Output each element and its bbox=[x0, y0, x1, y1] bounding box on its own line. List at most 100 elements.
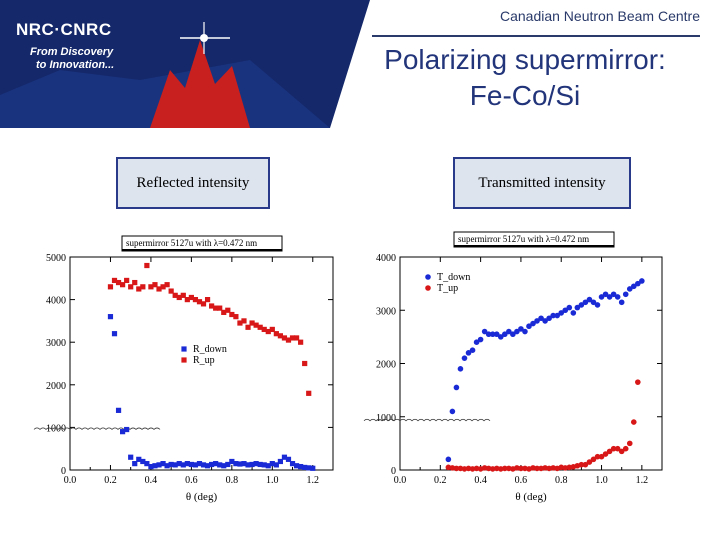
chart-1-y-tick-label: 4000 bbox=[376, 253, 396, 264]
chart-1-point-t-down bbox=[598, 294, 605, 300]
chart-1-point-t-down bbox=[614, 294, 621, 300]
chart-1-point-t-up bbox=[622, 445, 629, 452]
maple-leaf-icon bbox=[150, 40, 250, 128]
chart-1-point-t-down bbox=[473, 339, 480, 346]
chart-1-point-t-down bbox=[606, 294, 613, 300]
chart-1-point-t-up bbox=[626, 440, 633, 447]
chart-1-y-tick-label: 3000 bbox=[376, 306, 396, 317]
chart-0-x-axis-label: θ (deg) bbox=[186, 491, 218, 503]
chart-0-point-r-up bbox=[184, 297, 190, 303]
chart-0-point-r-down bbox=[257, 461, 263, 468]
chart-0-point-r-up bbox=[225, 307, 231, 313]
chart-0-legend-marker bbox=[181, 346, 187, 352]
chart-1-point-t-up bbox=[586, 459, 593, 465]
chart-1-legend-label: T_down bbox=[437, 272, 470, 283]
nrc-logo: NRC·CNRC bbox=[16, 20, 112, 39]
chart-1-y-tick-label: 1000 bbox=[376, 413, 396, 424]
chart-0-point-r-down bbox=[164, 463, 170, 469]
chart-1-point-t-down bbox=[594, 302, 601, 308]
chart-0-point-r-up bbox=[241, 318, 247, 324]
chart-0-point-r-down bbox=[245, 462, 251, 468]
chart-0-point-r-up bbox=[302, 360, 308, 367]
chart-0-point-r-up bbox=[180, 292, 186, 298]
chart-1-point-t-down bbox=[449, 408, 456, 415]
chart-0-point-r-down bbox=[204, 463, 211, 469]
chart-0-point-r-up bbox=[115, 279, 122, 286]
tagline-1: From Discovery bbox=[30, 46, 114, 58]
chart-0-point-r-up bbox=[245, 324, 251, 330]
chart-0-point-r-up bbox=[172, 292, 178, 298]
chart-0-point-r-down bbox=[261, 462, 267, 468]
chart-1-point-t-up bbox=[534, 465, 540, 472]
chart-1-point-t-up bbox=[602, 451, 609, 457]
slide-title: Polarizing supermirror: Fe-Co/Si bbox=[350, 42, 700, 114]
chart-1-point-t-up bbox=[594, 453, 601, 460]
chart-0-point-r-up bbox=[128, 284, 134, 290]
chart-0-point-r-down bbox=[124, 426, 130, 433]
chart-0-point-r-up bbox=[229, 311, 235, 318]
chart-1-title-shadow bbox=[454, 245, 614, 247]
chart-1-point-t-down bbox=[510, 331, 516, 338]
chart-0-point-r-down bbox=[289, 461, 296, 467]
chart-1-point-t-up bbox=[614, 445, 621, 452]
chart-0-x-tick-label: 0.6 bbox=[185, 475, 198, 486]
chart-0-point-r-up bbox=[281, 335, 288, 341]
chart-0-point-r-down bbox=[293, 463, 300, 469]
chart-0-point-r-up bbox=[249, 320, 255, 326]
chart-0-point-r-up bbox=[156, 286, 162, 292]
chart-0-point-r-up bbox=[192, 297, 199, 303]
chart-0-point-r-down bbox=[107, 314, 114, 320]
chart-0-point-r-up bbox=[217, 305, 223, 311]
chart-0-x-tick-label: 0.0 bbox=[64, 475, 77, 486]
chart-0-plot-frame bbox=[69, 256, 334, 471]
chart-1-point-t-down bbox=[618, 299, 625, 306]
chart-1-point-t-down bbox=[626, 286, 633, 292]
chart-0-point-r-down bbox=[160, 461, 166, 467]
chart-0-point-r-up bbox=[107, 284, 114, 290]
chart-1-x-tick-label: 0.4 bbox=[474, 475, 487, 486]
chart-1-point-t-down bbox=[469, 347, 476, 353]
chart-1-point-t-down bbox=[506, 328, 512, 335]
chart-0-point-r-down bbox=[229, 458, 235, 465]
chart-1-point-t-down bbox=[630, 283, 637, 290]
chart-0-ink-squiggle bbox=[33, 427, 161, 430]
chart-0-point-r-up bbox=[209, 303, 215, 309]
chart-0-point-r-up bbox=[132, 279, 138, 286]
tagline-2: to Innovation... bbox=[36, 59, 115, 71]
chart-0-point-r-up bbox=[144, 262, 150, 269]
chart-1-point-t-up bbox=[578, 461, 585, 468]
chart-1-x-tick-label: 1.0 bbox=[595, 475, 608, 486]
chart-1-point-t-down bbox=[639, 278, 645, 284]
chart-0-point-r-up bbox=[253, 322, 259, 328]
chart-0-point-r-up bbox=[140, 284, 146, 290]
chart-1-point-t-down bbox=[530, 320, 536, 327]
chart-0-x-tick-label: 0.4 bbox=[145, 475, 158, 486]
chart-1-point-t-down bbox=[445, 456, 452, 463]
chart-0-point-r-down bbox=[265, 463, 271, 469]
chart-1-point-t-up bbox=[610, 445, 617, 452]
chart-1-y-tick-label: 0 bbox=[391, 466, 396, 477]
chart-0-point-r-down bbox=[310, 465, 316, 471]
chart-0-point-r-down bbox=[277, 458, 283, 465]
chart-1-legend-label: T_up bbox=[437, 283, 458, 294]
title-line-2: Fe-Co/Si bbox=[469, 80, 581, 111]
chart-1-point-t-down bbox=[465, 350, 472, 356]
chart-1-x-axis-label: θ (deg) bbox=[515, 491, 547, 503]
chart-0-point-r-down bbox=[213, 461, 219, 467]
chart-0-legend-marker bbox=[181, 357, 187, 363]
chart-1-point-t-up bbox=[630, 419, 637, 425]
chart-0-x-tick-label: 1.2 bbox=[307, 475, 320, 486]
chart-0-y-tick-label: 2000 bbox=[46, 381, 66, 392]
chart-1-point-t-down bbox=[542, 318, 548, 324]
chart-0-point-r-up bbox=[204, 297, 211, 303]
chart-0-point-r-down bbox=[241, 461, 247, 467]
chart-1-point-t-up bbox=[582, 461, 589, 468]
chart-1-point-t-down bbox=[635, 280, 641, 287]
chart-1-point-t-down bbox=[493, 331, 500, 338]
chart-1-point-t-up bbox=[606, 448, 613, 455]
chart-0-point-r-up bbox=[273, 331, 279, 337]
chart-0-point-r-up bbox=[277, 333, 283, 339]
chart-0-point-r-down bbox=[217, 462, 223, 468]
